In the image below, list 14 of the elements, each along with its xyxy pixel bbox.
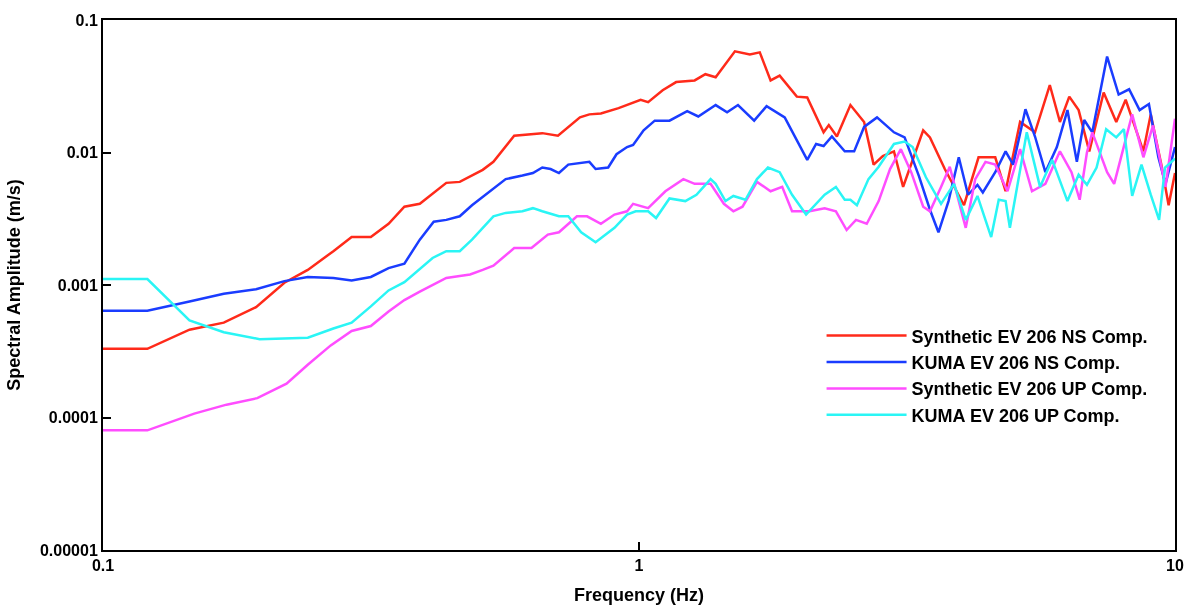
y-tick-label: 0.00001 [39, 541, 98, 559]
y-tick-label: 0.1 [75, 11, 98, 29]
x-tick-label: 10 [1166, 557, 1184, 575]
legend-label: Synthetic EV 206 UP Comp. [911, 379, 1148, 400]
legend-label: KUMA EV 206 UP Comp. [911, 405, 1120, 426]
y-tick-label: 0.01 [66, 144, 98, 162]
y-tick-label: 0.0001 [48, 409, 98, 427]
x-tick-label: 0.1 [91, 557, 115, 575]
y-axis-title: Spectral Amplitude (m/s) [3, 179, 24, 391]
legend-label: KUMA EV 206 NS Comp. [911, 353, 1120, 374]
y-tick-label: 0.001 [57, 276, 98, 294]
x-axis-title: Frequency (Hz) [573, 584, 705, 605]
x-tick-label: 1 [634, 557, 644, 575]
legend-label: Synthetic EV 206 NS Comp. [911, 326, 1148, 347]
